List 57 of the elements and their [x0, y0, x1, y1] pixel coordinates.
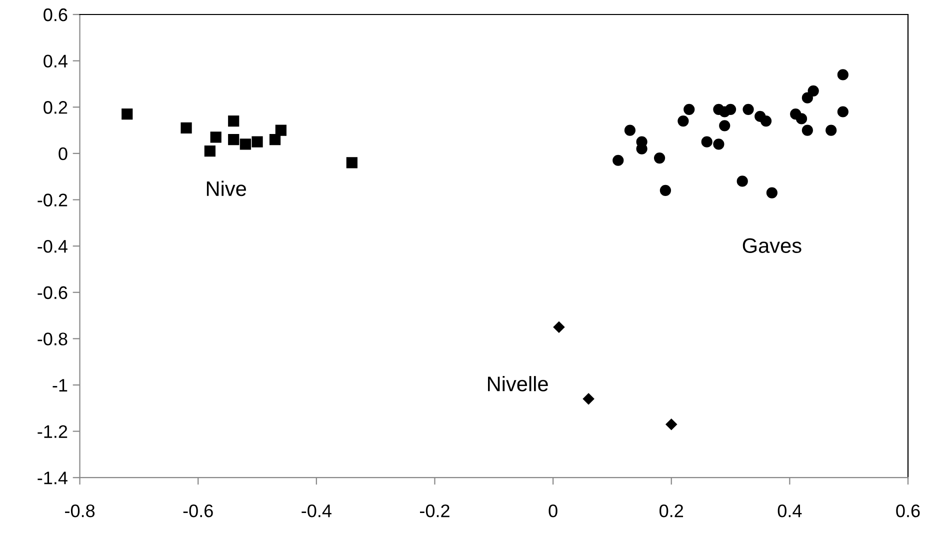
y-tick-label: -0.8: [38, 332, 68, 346]
text: Gaves: [742, 238, 802, 254]
point: [269, 134, 281, 146]
point: [228, 134, 240, 146]
x-tick-label: 0: [548, 504, 558, 518]
y-tick-label: -0.2: [38, 194, 68, 206]
point: [122, 108, 133, 120]
point: [666, 418, 677, 430]
point: [228, 115, 240, 127]
y-tick-label: 0: [58, 147, 68, 160]
point: [612, 154, 624, 166]
x-tick-label: 0.2: [660, 504, 684, 518]
point: [766, 187, 778, 198]
series-label: Nive: [206, 180, 246, 196]
point: [624, 124, 636, 136]
point: [204, 146, 216, 157]
point: [346, 157, 358, 168]
y-tick-label: -1.2: [38, 425, 68, 438]
point: [678, 115, 689, 127]
point: [553, 321, 565, 333]
y-tick-label: 0.4: [44, 54, 68, 68]
x-tick-label: -0.8: [65, 504, 95, 518]
point: [837, 69, 848, 80]
point: [654, 152, 666, 164]
point: [582, 393, 594, 404]
point: [837, 106, 848, 118]
x-tick-label: 0.6: [896, 504, 920, 518]
x-tick-label: -0.4: [302, 504, 332, 518]
point: [210, 132, 222, 143]
point: [660, 184, 672, 196]
point: [684, 104, 695, 115]
series-label: Nivelle: [488, 376, 548, 392]
point: [701, 136, 712, 148]
point: [713, 138, 724, 150]
point: [240, 138, 251, 150]
y-tick-label: 0.6: [44, 8, 68, 22]
point: [802, 92, 813, 104]
x-tick-label: 0.4: [778, 504, 802, 518]
point: [808, 85, 819, 96]
y-tick-label: -1: [52, 379, 68, 392]
point: [252, 136, 263, 148]
y-tick-label: -0.6: [38, 286, 68, 300]
y-tick-label: -0.4: [38, 240, 68, 253]
y-tick-label: -1.4: [38, 472, 68, 484]
point: [760, 115, 772, 127]
point: [742, 104, 754, 115]
point: [826, 124, 837, 136]
point: [796, 113, 808, 124]
point: [719, 120, 730, 132]
x-tick-label: -0.6: [183, 504, 213, 518]
point: [275, 124, 286, 136]
x-tick-label: -0.2: [420, 504, 450, 518]
point: [736, 176, 748, 187]
point: [180, 122, 192, 134]
y-tick-label: 0.2: [44, 101, 68, 114]
point: [802, 124, 813, 136]
point: [724, 104, 736, 115]
